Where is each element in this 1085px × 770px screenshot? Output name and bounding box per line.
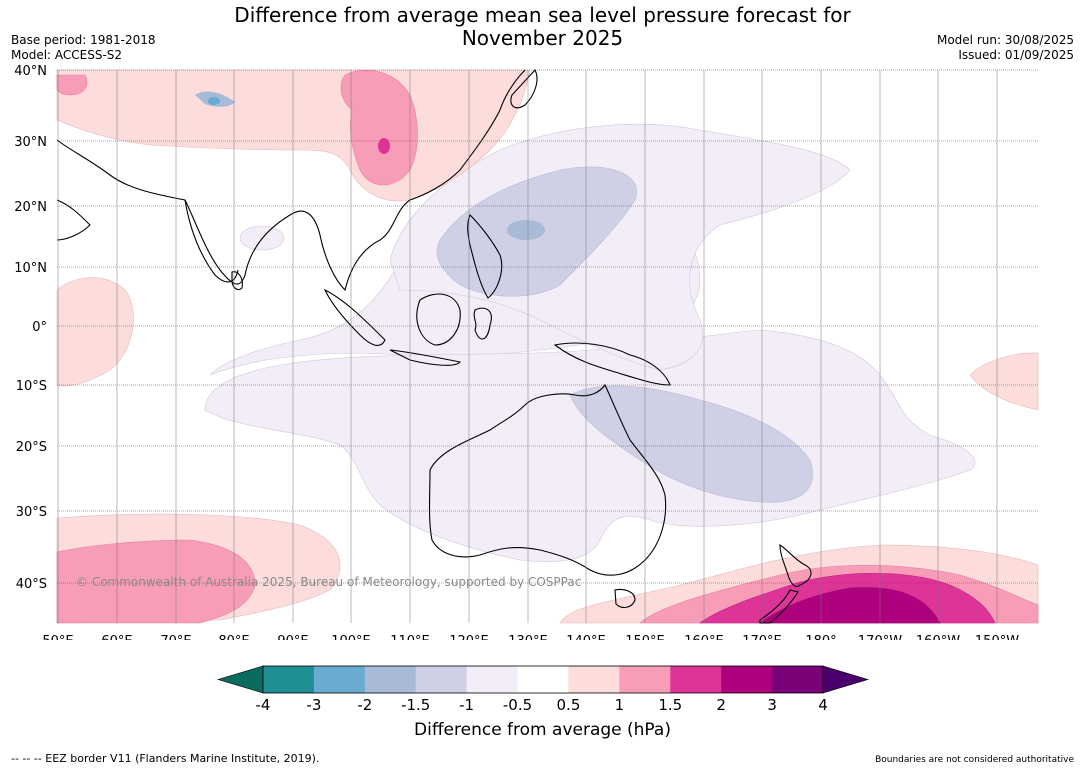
colorbar-swatch bbox=[466, 666, 519, 693]
colorbar-tick-label: -3 bbox=[306, 696, 321, 714]
latitude-label: 40°S bbox=[16, 577, 47, 592]
latitude-label: 10°N bbox=[14, 261, 47, 276]
longitude-label: 150°E bbox=[625, 634, 665, 640]
map-frame: 40°N 30°N 20°N 10°N 0° 10°S 20°S 30°S 40°S 50°E 6… bbox=[14, 64, 1039, 640]
colorbar-tick-labels: -4 -3 -2 -1.5 -1 -0.5 0.5 1 1.5 2 3 4 bbox=[256, 696, 828, 714]
copyright-notice: © Commonwealth of Australia 2025, Bureau… bbox=[76, 575, 582, 589]
longitude-label: 60°E bbox=[101, 634, 132, 640]
map-title: Difference from average mean sea level p… bbox=[0, 4, 1085, 50]
longitude-label: 70°E bbox=[160, 634, 191, 640]
sri-lanka-coastline bbox=[231, 271, 243, 291]
philippines-coastline bbox=[467, 214, 503, 299]
very-strong-positive-anomaly-new-zealand bbox=[759, 587, 941, 624]
anomaly-fields bbox=[56, 69, 1039, 624]
longitude-label: 180° bbox=[805, 634, 836, 640]
colorbar-swatch bbox=[772, 666, 824, 693]
colorbar-tick-label: 4 bbox=[818, 696, 828, 714]
colorbar-swatch bbox=[670, 666, 722, 693]
moderate-positive-anomaly-nw bbox=[56, 74, 88, 96]
new-zealand-north-coastline bbox=[779, 544, 812, 588]
strong-positive-anomaly-china bbox=[378, 138, 390, 154]
sulawesi-coastline bbox=[473, 307, 492, 340]
light-blue-anomaly-coral-sea bbox=[569, 385, 813, 503]
longitude-label: 90°E bbox=[277, 634, 308, 640]
base-period: Base period: 1981-2018 bbox=[11, 33, 156, 47]
colorbar-extend-high bbox=[822, 665, 870, 694]
colorbar-tick-label: 1 bbox=[615, 696, 625, 714]
longitude-label: 130°E bbox=[508, 634, 548, 640]
longitude-labels: 50°E 60°E 70°E 80°E 90°E 100°E 110°E 120°E 130°E… bbox=[42, 634, 1019, 640]
coastlines bbox=[56, 69, 812, 624]
india-coastline bbox=[184, 199, 239, 283]
colorbar-swatch bbox=[415, 666, 468, 693]
colorbar-swatch bbox=[263, 666, 315, 693]
pressure-anomaly-map: 40°N 30°N 20°N 10°N 0° 10°S 20°S 30°S 40°S 50°E 6… bbox=[14, 64, 1039, 640]
positive-anomaly-east-pacific bbox=[969, 352, 1039, 411]
longitude-label: 170°E bbox=[742, 634, 782, 640]
meta-right: Model run: 30/08/2025 Issued: 01/09/2025 bbox=[937, 33, 1074, 63]
colorbar-tick-label: -4 bbox=[256, 696, 271, 714]
colorbar-swatch bbox=[517, 666, 569, 693]
title-line-2: November 2025 bbox=[461, 26, 624, 50]
colorbar-extend-low bbox=[216, 665, 264, 694]
arabia-coastline bbox=[56, 199, 91, 241]
colorbar-swatch bbox=[364, 666, 417, 693]
longitude-label: 160°E bbox=[684, 634, 724, 640]
longitude-label: 120°E bbox=[449, 634, 489, 640]
latitude-label: 40°N bbox=[14, 64, 47, 79]
colorbar-outline bbox=[262, 665, 824, 694]
moderate-positive-anomaly-china bbox=[340, 69, 418, 186]
blue-anomaly-philippines bbox=[507, 220, 545, 240]
japan-coastline bbox=[510, 69, 538, 109]
title-line-1: Difference from average mean sea level p… bbox=[234, 3, 851, 27]
colorbar-swatch bbox=[568, 666, 620, 693]
new-zealand-south-coastline bbox=[759, 589, 799, 624]
strong-negative-anomaly-himalaya bbox=[208, 97, 220, 105]
asia-mainland-coastline bbox=[56, 69, 526, 292]
australia-coastline bbox=[428, 383, 667, 576]
latitude-label: 30°N bbox=[14, 135, 47, 150]
graticule bbox=[57, 69, 1038, 623]
model-name: Model: ACCESS-S2 bbox=[11, 48, 123, 62]
latitude-label: 10°S bbox=[16, 379, 47, 394]
model-run: Model run: 30/08/2025 bbox=[936, 33, 1074, 47]
latitude-label: 20°N bbox=[14, 200, 47, 215]
positive-anomaly-arabian-sea bbox=[56, 277, 134, 387]
longitude-label: 80°E bbox=[218, 634, 249, 640]
borneo-coastline bbox=[416, 293, 461, 346]
colorbar-tick-label: 3 bbox=[767, 696, 777, 714]
colorbar-title: Difference from average (hPa) bbox=[414, 720, 671, 740]
new-guinea-coastline bbox=[553, 342, 671, 386]
longitude-label: 110°E bbox=[390, 634, 430, 640]
boundaries-disclaimer: Boundaries are not considered authoritat… bbox=[875, 755, 1074, 765]
colorbar-swatch bbox=[313, 666, 366, 693]
sumatra-coastline bbox=[323, 288, 386, 346]
colorbar-tick-label: 2 bbox=[716, 696, 726, 714]
longitude-label: 160°W bbox=[916, 634, 960, 640]
longitude-label: 100°E bbox=[331, 634, 371, 640]
colorbar-swatches bbox=[216, 665, 870, 694]
longitude-label: 140°E bbox=[566, 634, 606, 640]
meta-left: Base period: 1981-2018 Model: ACCESS-S2 bbox=[11, 33, 156, 63]
colorbar-swatch bbox=[721, 666, 773, 693]
colorbar-tick-label: -2 bbox=[357, 696, 372, 714]
negative-anomaly-south-pacific bbox=[204, 329, 976, 563]
latitude-labels: 40°N 30°N 20°N 10°N 0° 10°S 20°S 30°S 40°S bbox=[14, 64, 47, 592]
colorbar-tick-label: 1.5 bbox=[658, 696, 682, 714]
longitude-label: 50°E bbox=[42, 634, 73, 640]
colorbar-swatch bbox=[619, 666, 671, 693]
colorbar-tick-label: -1.5 bbox=[401, 696, 430, 714]
longitude-label: 170°W bbox=[858, 634, 902, 640]
negative-anomaly-north-pacific bbox=[389, 123, 851, 371]
latitude-label: 30°S bbox=[16, 505, 47, 520]
issued-date: Issued: 01/09/2025 bbox=[958, 48, 1074, 62]
eez-border-note: -- -- -- EEZ border V11 (Flanders Marine… bbox=[11, 752, 320, 765]
longitude-label: 150°W bbox=[975, 634, 1019, 640]
colorbar-tick-label: -0.5 bbox=[503, 696, 532, 714]
tasmania-coastline bbox=[614, 588, 636, 609]
colorbar-tick-label: 0.5 bbox=[557, 696, 581, 714]
latitude-label: 0° bbox=[32, 320, 47, 335]
colorbar-tick-label: -1 bbox=[459, 696, 474, 714]
latitude-label: 20°S bbox=[16, 440, 47, 455]
